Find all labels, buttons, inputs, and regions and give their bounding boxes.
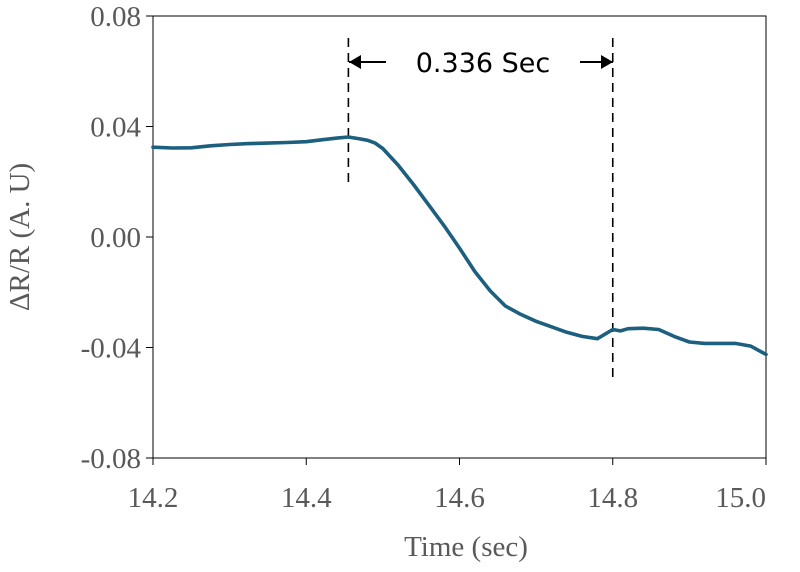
x-axis-title: Time (sec) [404,531,528,563]
x-tick-label: 14.4 [281,482,332,514]
y-tick-label: 0.00 [90,222,141,254]
y-tick-label: 0.08 [90,1,141,33]
x-axis-tick-labels: 14.2 14.4 14.6 14.8 15.0 [128,482,766,514]
y-axis-tick-labels: 0.08 0.04 0.00 -0.04 -0.08 [81,1,142,475]
series-line [151,135,768,357]
annotation-arrowhead-left [349,55,361,69]
duration-annotation: 0.336 Sec [349,48,613,79]
y-axis-ticks [146,15,153,459]
y-tick-label: -0.08 [81,443,141,475]
plot-frame [152,15,767,459]
annotation-arrowhead-right [601,55,613,69]
annotation-label: 0.336 Sec [416,48,550,79]
x-tick-label: 14.8 [587,482,638,514]
x-axis-ticks [152,458,767,465]
x-tick-label: 15.0 [715,482,766,514]
y-tick-label: -0.04 [81,333,142,365]
y-tick-label: 0.04 [90,112,141,144]
series-layer [151,135,768,357]
x-tick-label: 14.2 [128,482,179,514]
x-tick-label: 14.6 [434,482,485,514]
y-axis-title: ΔR/R (A. U) [4,163,36,311]
marker-lines [347,38,614,381]
